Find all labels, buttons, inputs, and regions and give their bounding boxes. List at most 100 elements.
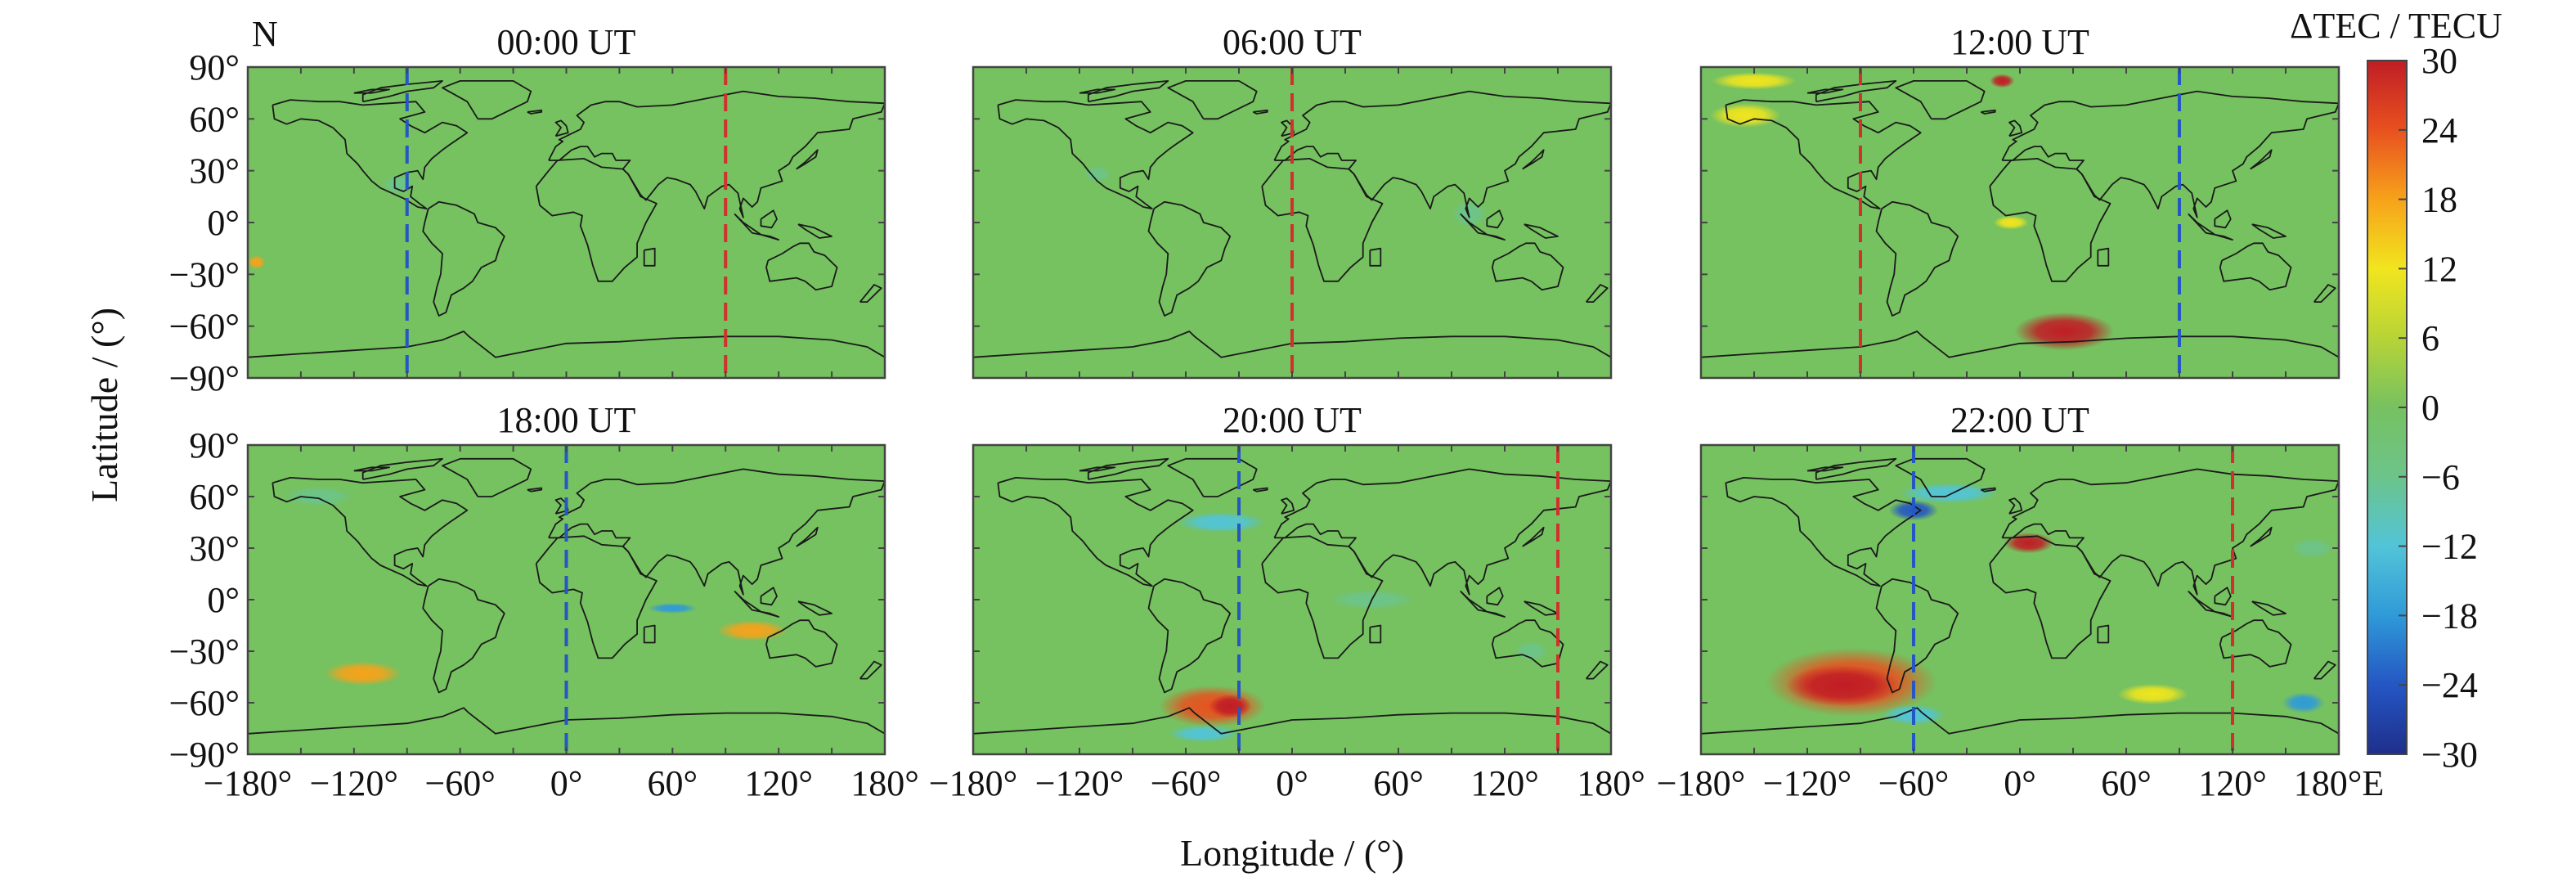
y-tick-label: 60° (189, 99, 240, 139)
coastline (554, 119, 569, 137)
y-tick-label: 0° (207, 203, 240, 243)
x-tick-label: −120° (1763, 763, 1851, 803)
panel-1: 00:00 UT 90° 60° 30° 0° −30° −60° −90° (169, 22, 886, 398)
tec-anomaly (1168, 725, 1239, 743)
tec-anomaly (324, 661, 402, 686)
coastline (442, 80, 532, 120)
coastline (997, 99, 1194, 210)
x-tick-label: 60° (648, 763, 698, 803)
y-tick-label: −90° (169, 735, 240, 775)
x-axis-label: Longitude / (°) (1180, 832, 1404, 874)
coastline (859, 284, 882, 304)
tec-anomaly (1209, 694, 1252, 718)
coastline (1806, 88, 1844, 94)
coastline (796, 149, 819, 170)
coastline (272, 477, 469, 587)
coastline (1369, 247, 1382, 267)
coastline (1281, 119, 1295, 137)
colorbar-tick-label: −6 (2421, 457, 2460, 497)
y-tick-label: −60° (169, 307, 240, 347)
coastline (1147, 200, 1232, 317)
panel-3: 12:00 UT (1699, 22, 2340, 380)
coastline (1980, 487, 1996, 492)
map-background (248, 67, 885, 378)
y-tick-label: 0° (207, 580, 240, 620)
coastline (797, 600, 832, 616)
coastline (1281, 497, 1295, 515)
coastline (1486, 587, 1504, 606)
coastline (796, 526, 819, 547)
panel-title: 06:00 UT (1223, 22, 1362, 62)
coastline (1989, 157, 2112, 282)
tec-anomaly (248, 255, 266, 269)
coastline (535, 535, 657, 659)
coastline (2001, 468, 2339, 596)
colorbar-tick-label: 12 (2421, 249, 2457, 289)
colorbar-tick-label: −12 (2421, 527, 2478, 567)
coastline (643, 247, 656, 267)
coastline (1989, 535, 2112, 659)
tec-anomaly (1899, 483, 1999, 504)
coastline (1895, 80, 1986, 120)
panel-6: 22:00 UT −180° −120° −60° 0° 60° 120° 180°E (1657, 400, 2384, 803)
x-tick-label: 120° (744, 763, 813, 803)
x-tick-label: 0° (550, 763, 583, 803)
x-tick-label: 60° (1373, 763, 1424, 803)
coastline (554, 497, 569, 515)
x-tick-label: −60° (424, 763, 495, 803)
coastline (548, 468, 885, 596)
coastline (2250, 526, 2273, 547)
north-label: N (252, 14, 278, 54)
coastline (1701, 331, 2339, 358)
coastline (765, 242, 838, 291)
coastline (2214, 209, 2232, 229)
coastline (1491, 619, 1564, 668)
coastline (272, 99, 469, 210)
coastline (2251, 223, 2287, 239)
y-tick-label: −30° (169, 254, 240, 295)
coastline (973, 707, 1611, 735)
colorbar-tick-label: 30 (2421, 41, 2457, 81)
tec-anomaly (1712, 72, 1797, 90)
coastline (734, 590, 780, 618)
colorbar-tick-label: −18 (2421, 596, 2478, 636)
coastline (760, 587, 778, 606)
y-tick-label: 30° (189, 528, 240, 569)
coastline (1586, 660, 1609, 680)
colorbar: ΔTEC / TECU 30 24 18 12 6 0 −6 −12 −18 −24 −30 (2290, 6, 2502, 775)
y-tick-label: 90° (189, 47, 240, 88)
coastline (1524, 600, 1559, 616)
y-tick-label: −90° (169, 358, 240, 398)
coastline (643, 624, 656, 644)
coastline (1875, 200, 1959, 317)
coastline (1524, 223, 1559, 239)
coastline (973, 331, 1611, 358)
coastline (1980, 109, 1996, 115)
tec-anomaly (1993, 215, 2029, 230)
coastline (248, 331, 885, 358)
coastline (548, 90, 885, 218)
coastline (797, 223, 832, 239)
coastline (2251, 600, 2287, 616)
x-tick-label: 180° (1577, 763, 1645, 803)
y-tick-label: 30° (189, 151, 240, 191)
coastline (2313, 660, 2336, 680)
panel-2: 06:00 UT (972, 22, 1613, 380)
x-tick-label: −180° (1657, 763, 1745, 803)
x-tick-label: 120° (2198, 763, 2267, 803)
coastline (422, 578, 505, 694)
coastline (1261, 157, 1384, 282)
tec-anomaly (283, 486, 354, 507)
panel-title: 20:00 UT (1223, 400, 1362, 440)
x-tick-label: −60° (1151, 763, 1221, 803)
x-tick-label: 0° (1276, 763, 1308, 803)
coastline (1806, 466, 1844, 472)
coastline (2188, 213, 2233, 241)
tec-anomaly (2117, 683, 2188, 705)
coastline (997, 477, 1194, 587)
coastline (859, 660, 882, 680)
coastline (1486, 209, 1504, 229)
tec-anomaly (2291, 537, 2334, 559)
panel-5: 20:00 UT −180° −120° −60° 0° 60° 120° 180° (929, 400, 1645, 803)
coastline (2219, 242, 2292, 291)
